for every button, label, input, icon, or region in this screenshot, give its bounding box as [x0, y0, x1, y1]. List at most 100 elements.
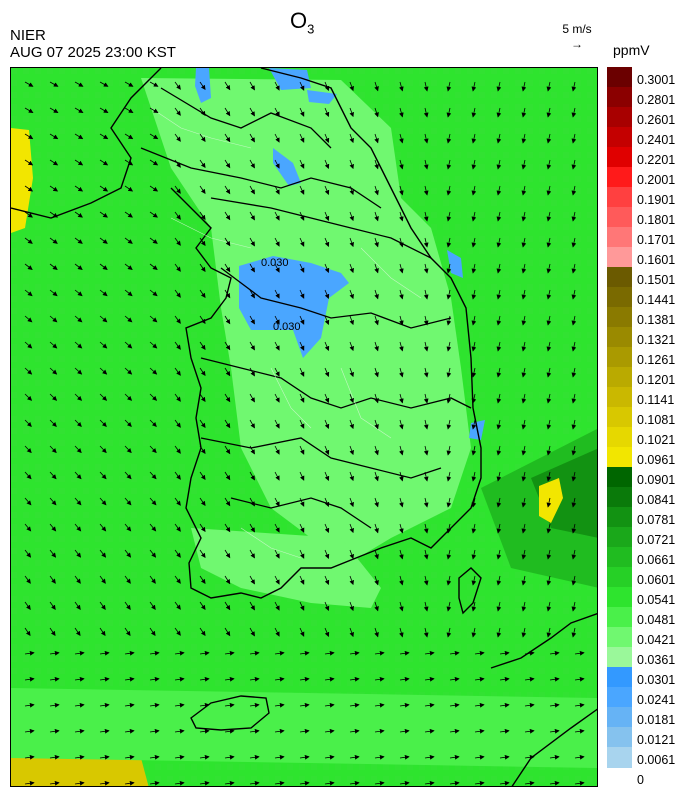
wind-arrow — [99, 159, 109, 166]
wind-arrow — [571, 471, 577, 482]
wind-arrow — [496, 419, 502, 430]
wind-arrow — [274, 237, 280, 247]
wind-arrow — [446, 627, 452, 638]
wind-arrow — [99, 754, 110, 760]
wind-arrow — [449, 650, 460, 656]
field-yellow-east — [539, 478, 563, 523]
field-blue-capital — [239, 256, 349, 358]
wind-arrow — [249, 133, 255, 143]
sub-boundaries — [150, 107, 422, 559]
wind-arrow — [324, 393, 330, 404]
wind-arrow — [49, 419, 57, 427]
field-lightgreen-band — [11, 688, 597, 768]
wind-arrow — [249, 497, 255, 507]
datetime-label: AUG 07 2025 23:00 KST — [10, 44, 176, 61]
wind-arrow — [124, 133, 134, 140]
wind-arrow — [174, 237, 181, 246]
wind-arrow — [524, 650, 535, 656]
wind-arrow — [274, 185, 280, 195]
wind-arrow — [324, 289, 330, 300]
wind-arrow — [449, 676, 460, 682]
wind-arrow — [446, 289, 452, 300]
wind-arrow — [299, 237, 305, 247]
wind-arrow — [399, 159, 404, 170]
wind-arrow — [174, 676, 185, 682]
wind-arrow — [399, 211, 404, 222]
wind-arrow — [24, 367, 33, 375]
wind-arrow — [199, 780, 210, 786]
wind-arrow — [471, 211, 477, 222]
legend-label: 0.3001 — [637, 73, 676, 87]
wind-arrow — [174, 627, 181, 636]
legend-swatch — [607, 467, 632, 488]
wind-arrow — [423, 627, 429, 638]
wind-arrow — [446, 367, 452, 378]
wind-arrow — [174, 575, 181, 584]
wind-arrow — [299, 419, 305, 429]
wind-arrow — [74, 471, 82, 480]
wind-arrow — [224, 575, 231, 585]
wind-arrow — [99, 676, 110, 682]
legend-swatch — [607, 627, 632, 648]
wind-arrow — [124, 523, 132, 532]
wind-arrow — [149, 754, 160, 760]
wind-arrow — [471, 133, 477, 144]
wind-arrow — [349, 754, 360, 760]
wind-arrow — [446, 419, 452, 430]
wind-arrow — [99, 728, 110, 734]
wind-arrow — [124, 341, 133, 349]
wind-arrow — [199, 159, 206, 169]
wind-arrow — [274, 211, 280, 221]
wind-arrow — [224, 471, 231, 481]
wind-arrow — [224, 263, 231, 273]
wind-arrow — [546, 133, 552, 144]
wind-arrow — [124, 81, 134, 87]
wind-arrow — [299, 107, 305, 117]
wind-arrow — [423, 263, 429, 274]
wind-arrow — [274, 728, 285, 734]
legend-label: 0.1801 — [637, 213, 676, 227]
wind-arrow — [399, 367, 404, 378]
wind-arrow — [446, 159, 452, 170]
wind-arrow — [199, 702, 210, 708]
wind-arrow — [349, 107, 354, 118]
field-yellow-west — [11, 128, 33, 233]
wind-arrow — [446, 237, 452, 248]
wind-arrow — [399, 263, 404, 274]
wind-arrow — [423, 471, 429, 482]
wind-arrow — [149, 237, 158, 244]
wind-arrow — [374, 445, 379, 456]
wind-vector-field — [24, 81, 585, 786]
wind-arrow — [324, 367, 330, 378]
wind-arrow — [174, 650, 185, 656]
wind-arrow — [521, 263, 527, 274]
wind-arrow — [324, 702, 335, 708]
wind-arrow — [299, 185, 305, 195]
legend-label: 0.0421 — [637, 633, 676, 647]
wind-arrow — [546, 289, 552, 300]
wind-arrow — [274, 367, 280, 377]
wind-arrow — [324, 575, 330, 586]
wind-arrow — [299, 575, 305, 585]
wind-arrow — [521, 419, 527, 430]
wind-arrow — [349, 471, 354, 482]
wind-arrow — [299, 81, 305, 91]
wind-arrow — [546, 341, 552, 352]
wind-arrow — [224, 133, 231, 143]
wind-arrow — [74, 237, 83, 244]
wind-arrow — [224, 237, 231, 247]
wind-arrow — [399, 185, 404, 196]
wind-arrow — [199, 289, 206, 299]
legend-label: 0.1501 — [637, 273, 676, 287]
wind-arrow — [99, 575, 106, 584]
wind-arrow — [324, 237, 330, 248]
legend-label: 0.1081 — [637, 413, 676, 427]
legend-swatch — [607, 507, 632, 528]
wind-arrow — [496, 81, 502, 92]
wind-arrow — [399, 780, 410, 786]
contour-label-1: 0.030 — [261, 257, 289, 269]
wind-arrow — [174, 523, 181, 532]
wind-arrow — [549, 754, 560, 760]
wind-arrow — [174, 133, 181, 142]
wind-arrow — [521, 211, 527, 222]
